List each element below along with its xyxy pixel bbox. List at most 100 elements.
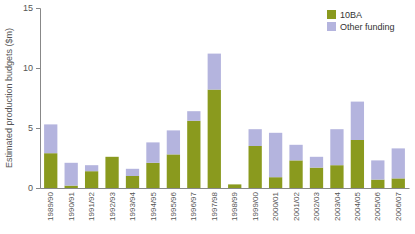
- series-bars: [44, 54, 405, 186]
- bar: [85, 165, 98, 171]
- x-tick: 2003/04: [332, 188, 341, 221]
- plot: 0 5 10 15 1989/90 1990/91 1991/92 1992/93 1993/9…: [23, 3, 410, 221]
- x-tick-label: 1996/97: [189, 191, 198, 220]
- legend-item: Other funding: [327, 22, 395, 32]
- legend-item: 10BA: [327, 10, 362, 20]
- bar: [208, 90, 221, 188]
- y-tick: 15: [23, 3, 40, 13]
- x-tick-label: 1999/00: [251, 191, 260, 220]
- x-tick-label: 1995/96: [169, 191, 178, 220]
- bar: [65, 186, 78, 188]
- y-tick-label: 0: [28, 183, 33, 193]
- bar: [392, 148, 405, 178]
- y-tick-label: 10: [23, 63, 33, 73]
- bar: [392, 178, 405, 188]
- x-tick: 1996/97: [189, 188, 198, 221]
- bar: [167, 130, 180, 154]
- x-tick-label: 2004/05: [353, 191, 362, 220]
- x-tick: 2002/03: [312, 188, 321, 221]
- x-tick-label: 1997/98: [210, 191, 219, 220]
- legend-swatch: [327, 22, 336, 31]
- y-tick-mark: [36, 8, 40, 9]
- bar: [351, 140, 364, 188]
- bar: [330, 165, 343, 188]
- x-tick: 1995/96: [169, 188, 178, 221]
- x-tick-label: 1990/91: [67, 191, 76, 220]
- x-tick-label: 1991/92: [87, 191, 96, 220]
- bar: [146, 142, 159, 162]
- x-tick-label: 1989/90: [46, 191, 55, 220]
- bar: [187, 121, 200, 188]
- y-tick-label: 15: [23, 3, 33, 13]
- x-tick-label: 2003/04: [332, 191, 341, 220]
- x-tick: 1998/99: [230, 188, 239, 221]
- bar: [208, 54, 221, 90]
- y-axis-title: Estimated production budgets ($m): [4, 28, 14, 168]
- bar: [269, 133, 282, 177]
- bar: [310, 157, 323, 168]
- chart: 0 5 10 15 1989/90 1990/91 1991/92 1992/93 1993/9…: [0, 0, 415, 234]
- x-tick: 2001/02: [292, 188, 301, 221]
- bar: [228, 184, 241, 188]
- x-tick: 1997/98: [210, 188, 219, 221]
- x-tick-label: 2000/01: [271, 191, 280, 220]
- y-tick: 5: [28, 123, 40, 133]
- y-tick-label: 5: [28, 123, 33, 133]
- bars: [44, 54, 405, 188]
- bar: [310, 168, 323, 188]
- x-tick: 2000/01: [271, 188, 280, 221]
- x-tick-label: 1993/94: [128, 191, 137, 220]
- x-tick-label: 1998/99: [230, 191, 239, 220]
- bar: [269, 177, 282, 188]
- bar: [351, 102, 364, 140]
- x-tick: 1990/91: [67, 188, 76, 221]
- x-tick: 2006/07: [394, 188, 403, 221]
- bar: [105, 156, 118, 157]
- legend: 10BA Other funding: [327, 10, 395, 32]
- bar: [289, 160, 302, 188]
- bar: [65, 163, 78, 186]
- y-tick-mark: [36, 68, 40, 69]
- x-tick-label: 1992/93: [108, 191, 117, 220]
- bar: [371, 160, 384, 179]
- bar: [228, 184, 241, 185]
- bar: [105, 157, 118, 188]
- x-axis-line: [41, 188, 410, 189]
- x-tick-label: 2001/02: [292, 191, 301, 220]
- y-axis: 0 5 10 15: [23, 3, 41, 193]
- legend-label: 10BA: [340, 10, 362, 20]
- y-tick: 10: [23, 63, 40, 73]
- x-tick-label: 2002/03: [312, 191, 321, 220]
- bar: [146, 163, 159, 188]
- bar: [289, 145, 302, 161]
- bar: [249, 129, 262, 146]
- x-tick-label: 1994/95: [149, 191, 158, 220]
- y-axis-line: [36, 9, 41, 189]
- y-tick-mark: [36, 188, 40, 189]
- bar: [249, 146, 262, 188]
- x-tick: 1993/94: [128, 188, 137, 221]
- bar: [167, 154, 180, 188]
- x-tick: 2005/06: [373, 188, 382, 221]
- series-bars: [44, 90, 405, 188]
- x-tick: 1989/90: [46, 188, 55, 221]
- x-tick: 1994/95: [149, 188, 158, 221]
- bar: [44, 124, 57, 153]
- x-tick-label: 2006/07: [394, 191, 403, 220]
- x-tick-label: 2005/06: [373, 191, 382, 220]
- legend-label: Other funding: [340, 22, 395, 32]
- x-tick: 1992/93: [108, 188, 117, 221]
- bar: [126, 169, 139, 176]
- bar: [44, 153, 57, 188]
- bar: [187, 111, 200, 121]
- y-tick: 0: [28, 183, 40, 193]
- bar: [126, 176, 139, 188]
- x-tick: 2004/05: [353, 188, 362, 221]
- x-axis: 1989/90 1990/91 1991/92 1992/93 1993/94 1994/…: [41, 188, 410, 221]
- x-tick: 1999/00: [251, 188, 260, 221]
- y-tick-mark: [36, 128, 40, 129]
- bar: [330, 129, 343, 165]
- x-tick: 1991/92: [87, 188, 96, 221]
- bar: [371, 180, 384, 188]
- bar: [85, 171, 98, 188]
